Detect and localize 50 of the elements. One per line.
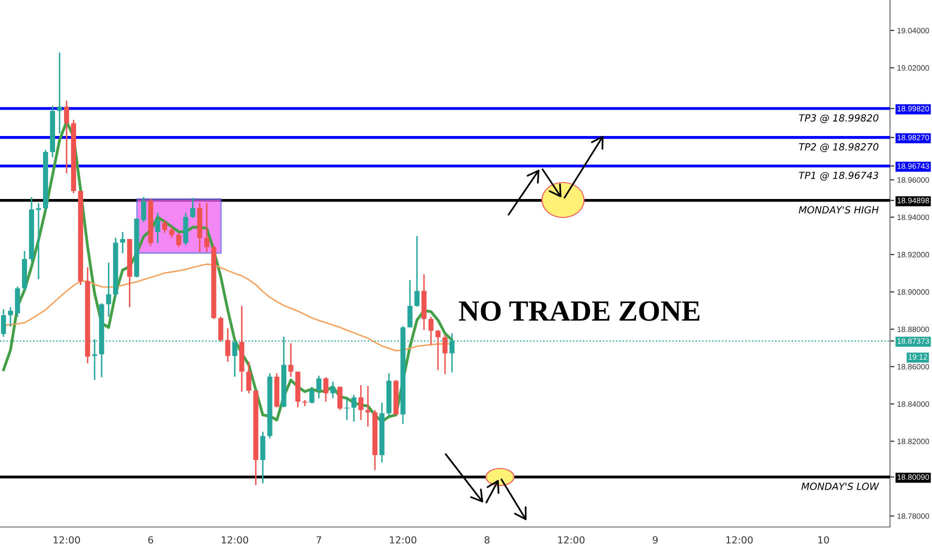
ref-line-label: TP1 @ 18.96743 <box>799 172 878 181</box>
candlestick <box>330 381 336 400</box>
candlestick <box>302 399 308 407</box>
candlestick <box>218 316 224 342</box>
candlestick <box>204 202 210 253</box>
candlestick <box>260 431 266 484</box>
x-tick-label: 6 <box>148 536 154 544</box>
x-tick-label: 12:00 <box>390 536 416 544</box>
candlestick <box>428 316 434 346</box>
candlestick <box>414 235 420 308</box>
ref-line-label: MONDAY'S LOW <box>801 482 880 490</box>
candlestick <box>344 398 350 421</box>
candlestick <box>435 329 441 371</box>
x-tick-label: 7 <box>316 536 322 544</box>
candlestick <box>36 202 42 280</box>
candlestick <box>64 100 70 174</box>
candlestick <box>309 386 314 404</box>
x-tick-label: 8 <box>484 536 490 544</box>
candlestick <box>190 197 196 219</box>
x-tick-label: 12:00 <box>54 536 80 544</box>
ref-line-label: MONDAY'S HIGH <box>798 206 879 214</box>
candlestick <box>407 279 412 328</box>
candlestick <box>442 334 448 375</box>
candlestick <box>225 328 230 362</box>
ref-line-label: TP2 @ 18.98270 <box>799 143 878 152</box>
x-tick-label: 12:00 <box>222 536 248 544</box>
candlestick <box>57 52 62 134</box>
candlestick <box>155 212 160 244</box>
candlestick <box>120 231 126 254</box>
candlestick <box>169 226 174 239</box>
x-tick-label: 9 <box>652 536 658 544</box>
candlestick <box>337 386 342 411</box>
candlestick <box>351 394 356 422</box>
candlestick <box>358 384 364 421</box>
x-tick-label: 12:00 <box>726 536 753 544</box>
candlestick <box>162 219 168 234</box>
candlestick <box>288 342 294 378</box>
candlestick <box>106 262 112 318</box>
candlestick <box>176 232 182 248</box>
ref-line-label: TP3 @ 18.99820 <box>799 114 878 124</box>
candlestick <box>365 385 370 428</box>
candlestick <box>316 375 322 400</box>
candlestick <box>141 196 146 223</box>
candlestick <box>0 308 6 338</box>
candlestick <box>323 376 328 402</box>
annotation: NO TRADE ZONE <box>458 301 700 321</box>
candlestick <box>246 361 252 394</box>
candlestick <box>8 306 14 328</box>
x-tick-label: 12:00 <box>558 536 585 544</box>
x-tick-label: 10 <box>818 536 829 544</box>
